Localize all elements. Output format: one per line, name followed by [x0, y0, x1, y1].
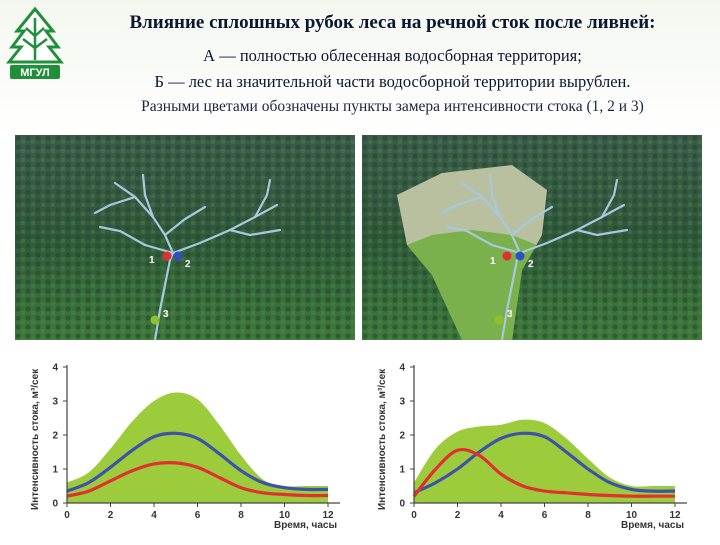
measure-point-1 [502, 251, 512, 261]
point-label-1: 1 [149, 255, 155, 266]
x-tick-label: 2 [455, 510, 461, 521]
measure-point-2 [515, 251, 525, 261]
x-tick-label: 8 [238, 510, 244, 521]
point-label-3: 3 [507, 309, 513, 320]
slide-title: Влияние сплошных рубок леса на речной ст… [129, 12, 656, 33]
series-line-point-2 [66, 431, 329, 493]
y-tick-label: 0 [399, 499, 405, 510]
y-tick-label: 2 [52, 431, 58, 442]
y-tick-label: 1 [399, 465, 405, 476]
x-tick-label: 2 [108, 510, 114, 521]
y-tick-label: 0 [52, 499, 58, 510]
x-ticks: 0 2 4 6 8 10 12 [64, 503, 334, 521]
x-axis-label: Время, часы [274, 520, 337, 531]
x-tick-label: 6 [542, 510, 548, 521]
series-line-point-2 [413, 431, 676, 495]
y-tick-label: 3 [52, 397, 58, 408]
series-group [412, 419, 676, 503]
x-tick-label: 4 [498, 510, 504, 521]
x-tick-label: 8 [585, 510, 591, 521]
y-tick-label: 4 [52, 363, 58, 374]
x-tick-label: 10 [626, 510, 638, 521]
caption-points: Разными цветами обозначены пункты замера… [141, 98, 644, 115]
x-tick-label: 12 [322, 510, 334, 521]
measure-point-1 [162, 251, 172, 261]
x-tick-label: 0 [411, 510, 417, 521]
y-axis-label: Интенсивность стока, м³/сек [30, 368, 41, 510]
x-axis-label: Время, часы [621, 520, 684, 531]
x-tick-label: 12 [669, 510, 681, 521]
y-ticks: 0 1 2 3 4 [399, 363, 414, 510]
x-tick-label: 0 [64, 510, 70, 521]
caption-a: А — полностью облесенная водосборная тер… [203, 46, 582, 65]
y-ticks: 0 1 2 3 4 [52, 363, 67, 510]
y-tick-label: 2 [399, 431, 405, 442]
x-tick-label: 10 [279, 510, 291, 521]
x-ticks: 0 2 4 6 8 10 12 [411, 503, 681, 521]
point-label-1: 1 [490, 256, 496, 267]
caption-b: Б — лес на значительной части водосборно… [154, 72, 631, 91]
y-tick-label: 4 [399, 363, 405, 374]
measure-point-3 [494, 315, 504, 325]
tree-emblem-icon: МГУЛ [6, 6, 64, 79]
series-line-point-1 [66, 461, 329, 498]
x-tick-label: 6 [195, 510, 201, 521]
logo-text: МГУЛ [20, 67, 50, 79]
x-tick-label: 4 [151, 510, 157, 521]
point-label-2: 2 [528, 259, 534, 270]
point-label-2: 2 [185, 259, 191, 270]
measure-point-2 [173, 251, 183, 261]
series-line-point-1 [412, 447, 675, 498]
photo-clearcut-catchment: 1 2 3 [362, 135, 702, 340]
series-group [66, 392, 329, 503]
point-label-3: 3 [163, 309, 169, 320]
series-area-point-3 [67, 392, 328, 503]
y-axis-label: Интенсивность стока, м³/сек [377, 368, 388, 510]
y-tick-label: 1 [52, 465, 58, 476]
photo-forested-catchment: 1 2 3 [15, 135, 355, 340]
y-tick-label: 3 [399, 397, 405, 408]
measure-point-3 [150, 315, 160, 325]
